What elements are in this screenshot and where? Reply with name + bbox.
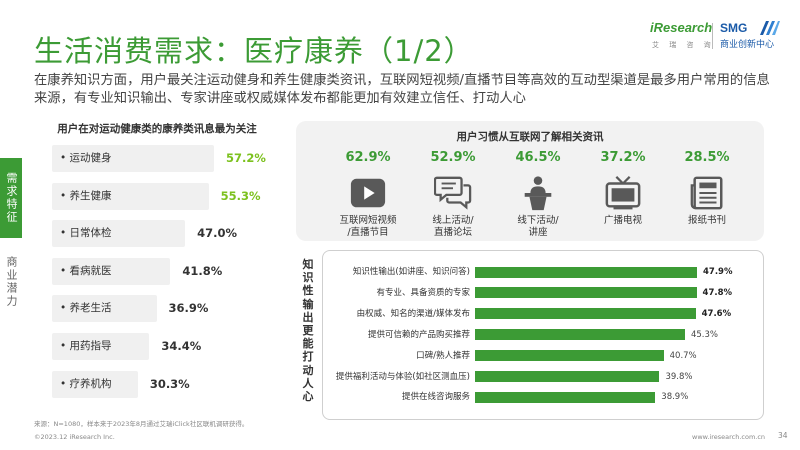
right-bar-label: 口碑/熟人推荐 — [416, 350, 470, 361]
page-number: 34 — [778, 431, 788, 440]
right-bar-label: 提供在线咨询服务 — [401, 392, 470, 403]
left-bar-value: 36.9% — [168, 301, 209, 316]
channel-item: 28.5% 报纸书刊 — [665, 150, 749, 227]
smg-stripes-icon — [760, 21, 780, 35]
right-bar-value: 47.6% — [701, 308, 732, 319]
right-bar — [475, 266, 697, 278]
channel-percent: 62.9% — [345, 150, 391, 165]
left-bar-value: 34.4% — [161, 339, 202, 353]
right-bar-label: 有专业、具备资质的专家 — [376, 287, 470, 298]
channel-item: 62.9% 互联网短视频/直播节目 — [326, 150, 410, 239]
channel-item: 37.2% 广播电视 — [581, 150, 665, 227]
right-bar — [475, 371, 660, 382]
channel-name: 广播电视 — [581, 215, 665, 227]
right-bar-value: 47.8% — [702, 287, 733, 298]
right-bar-label: 知识性输出(如讲座、知识问答) — [352, 267, 470, 277]
left-bar — [52, 295, 157, 323]
channel-percent: 46.5% — [515, 150, 561, 165]
left-bar-label: • 用药指导 — [60, 340, 112, 352]
right-bar-label: 提供福利活动与体验(如社区测血压) — [335, 371, 470, 382]
left-bar-label: • 疗养机构 — [60, 377, 112, 390]
channel-item: 46.5% 线下活动/讲座 — [496, 150, 580, 239]
left-bar-label: • 日常体检 — [60, 227, 112, 240]
left-bar — [52, 145, 214, 172]
left-bar — [52, 220, 186, 248]
left-bar-label: • 养老生活 — [60, 302, 112, 315]
channel-name-line: 线下活动/ — [517, 215, 559, 226]
left-bar-label: • 养生健康 — [60, 189, 112, 202]
right-bar-label: 提供可信赖的产品购买推荐 — [367, 329, 470, 340]
left-bar-label: • 运动健身 — [60, 152, 112, 164]
channel-percent: 52.9% — [430, 150, 476, 165]
left-bar — [52, 257, 171, 285]
smg-logo: SMG — [720, 21, 748, 35]
channel-panel: 用户习惯从互联网了解相关资讯 62.9% 互联网短视频/直播节目 52.9% 线上活动… — [296, 121, 764, 241]
page-description: 在康养知识方面，用户最关注运动健身和养生健康类资讯，互联网短视频/直播节目等高效… — [34, 73, 770, 106]
channel-name-line: 广播电视 — [603, 215, 642, 226]
page-title: 生活消费需求：医疗康养（1/2） — [34, 34, 474, 68]
right-chart-vertical-title: 知识性输出更能打动人心 — [302, 258, 314, 404]
left-bar — [52, 333, 150, 360]
channel-percent: 37.2% — [600, 150, 646, 165]
channel-name: 报纸书刊 — [665, 215, 749, 227]
right-bar — [475, 391, 656, 403]
left-bar-value: 41.8% — [182, 263, 223, 278]
left-chart-title: 用户在对运动健康类的康养类讯息最为关注 — [57, 123, 257, 135]
copyright: ©2023.12 iResearch Inc. — [34, 433, 115, 441]
video-play-icon — [349, 174, 387, 212]
left-bar-label: • 看病就医 — [60, 264, 112, 277]
logo-divider — [712, 23, 713, 49]
chat-bubbles-icon — [433, 174, 472, 212]
right-bar-value: 45.3% — [690, 329, 718, 340]
left-bar — [52, 370, 138, 398]
left-bar-value: 55.3% — [220, 188, 261, 203]
left-bar — [52, 182, 209, 210]
channel-panel-title: 用户习惯从互联网了解相关资讯 — [456, 131, 604, 143]
iresearch-logo-subtitle: 艾 瑞 咨 询 — [652, 41, 715, 49]
iresearch-logo: iResearch — [650, 20, 713, 35]
right-bar-value: 39.8% — [665, 371, 693, 382]
source-note: 来源：N=1080，样本来于2023年8月通过艾瑞iClick社区联机调研获得。 — [34, 420, 249, 428]
right-bar — [475, 287, 697, 299]
channel-name: 线上活动/直播论坛 — [411, 215, 495, 239]
right-bar-value: 47.9% — [703, 267, 733, 277]
channel-name-line: 报纸书刊 — [687, 215, 726, 226]
right-bar — [475, 308, 696, 320]
left-bar-value: 57.2% — [226, 151, 266, 165]
right-bar — [475, 329, 685, 341]
channel-name-line: 讲座 — [528, 227, 548, 238]
channel-name: 线下活动/讲座 — [496, 215, 580, 239]
channel-name: 互联网短视频/直播节目 — [326, 215, 410, 239]
sidebar-tab-demand[interactable]: 需求特征 — [0, 158, 22, 238]
website-link[interactable]: www.iresearch.com.cn — [692, 433, 766, 441]
right-bar — [475, 350, 664, 362]
right-bar-value: 40.7% — [669, 350, 697, 361]
channel-name-line: 线上活动/ — [432, 215, 474, 226]
channel-name-line: /直播节目 — [347, 227, 389, 238]
brand-logos: iResearch 艾 瑞 咨 询 SMG 商业创新中心 — [644, 20, 784, 54]
left-bar-value: 47.0% — [197, 226, 238, 241]
television-icon — [604, 174, 642, 212]
right-bar-value: 38.9% — [661, 392, 689, 403]
channel-name-line: 互联网短视频 — [339, 215, 397, 226]
sidebar-tab-business[interactable]: 商业潜力 — [0, 252, 22, 312]
channel-item: 52.9% 线上活动/直播论坛 — [411, 150, 495, 239]
right-bar-label: 由权威、知名的渠道/媒体发布 — [356, 308, 470, 319]
channel-percent: 28.5% — [684, 150, 730, 165]
left-bar-value: 30.3% — [149, 376, 190, 391]
newspaper-icon — [688, 174, 726, 212]
smg-logo-subtitle: 商业创新中心 — [720, 40, 775, 50]
podium-speaker-icon — [519, 174, 557, 212]
channel-name-line: 直播论坛 — [433, 227, 472, 238]
